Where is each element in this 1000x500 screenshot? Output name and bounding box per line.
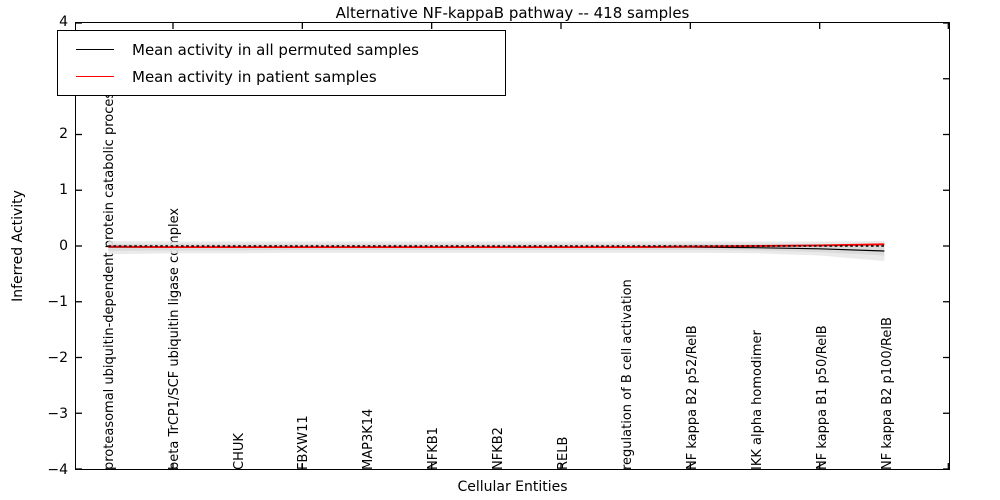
x-category-label: beta TrCP1/SCF ubiquitin ligase complex (166, 207, 182, 470)
series-line-mean-activity-in-all-permuted-samples (108, 246, 885, 252)
x-category-label: regulation of B cell activation (620, 279, 636, 470)
legend-line-sample-red (76, 76, 114, 77)
legend: Mean activity in all permuted samples Me… (57, 30, 506, 96)
x-category-label: NF kappa B2 p100/RelB (879, 317, 895, 470)
legend-item-patient: Mean activity in patient samples (70, 68, 493, 86)
x-category-label: proteasomal ubiquitin-dependent protein … (101, 85, 117, 470)
y-tick-label: 2 (59, 126, 68, 142)
x-category-label: NFKB1 (425, 427, 441, 470)
permuted-spread-outer (108, 240, 885, 262)
permuted-spread-inner (108, 243, 885, 256)
y-tick-label: 4 (59, 14, 68, 30)
x-category-label: MAP3K14 (361, 408, 377, 470)
x-axis-label: Cellular Entities (457, 479, 568, 495)
x-category-label: CHUK (231, 433, 247, 470)
x-category-label: NFKB2 (490, 427, 506, 470)
legend-label: Mean activity in all permuted samples (132, 40, 419, 59)
y-tick-label: −1 (47, 294, 68, 310)
legend-label: Mean activity in patient samples (132, 67, 377, 86)
series-line-mean-activity-in-patient-samples (108, 243, 885, 249)
x-category-label: FBXW11 (296, 415, 312, 470)
x-category-label: RELB (555, 436, 571, 470)
x-category-label: NF kappa B1 p50/RelB (814, 325, 830, 470)
legend-item-permuted: Mean activity in all permuted samples (70, 41, 493, 59)
legend-line-sample-black (76, 49, 114, 50)
y-tick-label: 0 (59, 238, 68, 254)
y-axis-label: Inferred Activity (10, 190, 26, 302)
y-tick-label: −4 (47, 462, 68, 478)
y-tick-label: −3 (47, 406, 68, 422)
chart-title: Alternative NF-kappaB pathway -- 418 sam… (335, 4, 690, 22)
x-category-label: NF kappa B2 p52/RelB (685, 325, 701, 470)
x-category-label: IKK alpha homodimer (750, 330, 766, 470)
y-tick-label: 1 (59, 182, 68, 198)
y-tick-label: −2 (47, 350, 68, 366)
